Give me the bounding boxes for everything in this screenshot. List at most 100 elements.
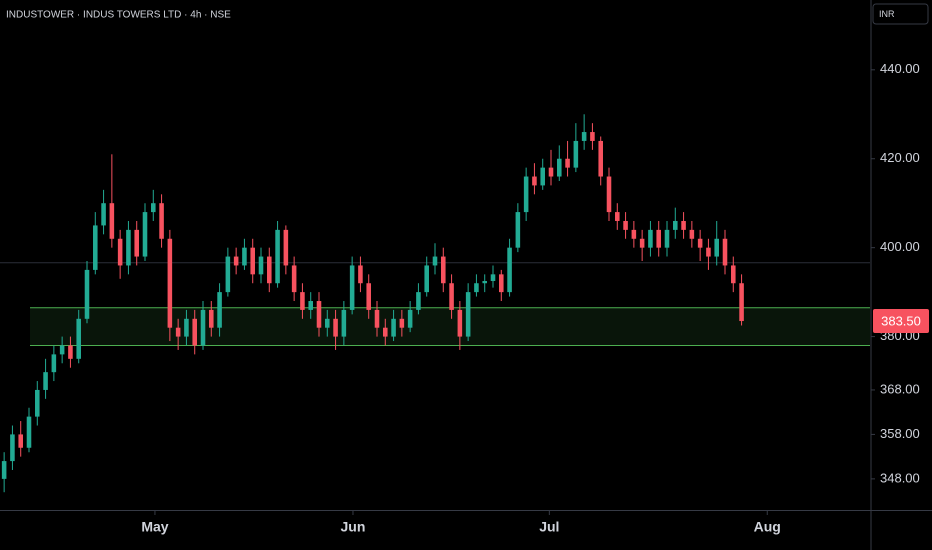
- candle-body: [383, 327, 388, 337]
- candle-body: [557, 158, 562, 177]
- y-tick-label: 400.00: [880, 239, 920, 254]
- last-price-label: 383.50: [881, 313, 921, 328]
- candle-body: [639, 238, 645, 248]
- candle-body: [581, 132, 587, 141]
- candle-body: [474, 283, 479, 293]
- candle-body: [51, 354, 57, 373]
- candle-body: [441, 256, 446, 284]
- x-tick-label: Aug: [754, 519, 781, 535]
- candle-body: [673, 220, 678, 230]
- candle-body: [548, 167, 554, 177]
- candle-body: [465, 292, 471, 337]
- candle-body: [349, 265, 355, 310]
- candle-body: [225, 256, 231, 293]
- candle-body: [416, 292, 421, 310]
- candle-body: [606, 176, 612, 213]
- candle-body: [200, 309, 206, 346]
- candle-body: [84, 269, 90, 319]
- candle-body: [258, 256, 264, 275]
- candle-body: [316, 301, 322, 328]
- candle-body: [598, 140, 603, 177]
- candle-body: [540, 167, 545, 186]
- candle-body: [291, 265, 297, 293]
- candle-body: [184, 318, 189, 337]
- candle-body: [407, 309, 413, 328]
- candle-body: [43, 372, 48, 390]
- candle-body: [134, 229, 139, 257]
- candle-body: [217, 292, 222, 328]
- candle-body: [432, 256, 438, 266]
- y-tick-label: 368.00: [880, 381, 920, 396]
- candle-body: [59, 345, 65, 355]
- candle-body: [76, 318, 81, 359]
- candle-body: [117, 238, 123, 266]
- candle-body: [457, 309, 463, 337]
- candle-body: [333, 318, 338, 337]
- candle-body: [490, 274, 496, 282]
- y-tick-label: 358.00: [880, 426, 920, 441]
- candle-body: [283, 229, 289, 266]
- y-tick-label: 420.00: [880, 150, 920, 165]
- y-tick-label: 348.00: [880, 470, 920, 485]
- candle-body: [233, 256, 239, 266]
- candle-body: [507, 247, 512, 293]
- candle-body: [399, 318, 405, 328]
- candle-body: [1, 461, 7, 479]
- x-tick-label: May: [141, 519, 168, 535]
- candle-body: [341, 309, 347, 337]
- candle-body: [109, 203, 115, 239]
- candle-body: [714, 238, 719, 257]
- candle-body: [681, 220, 686, 230]
- candle-body: [101, 203, 106, 226]
- candle-body: [482, 281, 487, 284]
- candle-body: [250, 247, 255, 275]
- candle-body: [590, 132, 595, 141]
- candle-body: [449, 283, 454, 310]
- candle-body: [523, 176, 529, 213]
- candle-body: [26, 416, 32, 448]
- candle-body: [358, 265, 363, 284]
- candle-body: [151, 203, 156, 213]
- candle-body: [532, 176, 537, 186]
- candle-body: [648, 229, 653, 248]
- candle-body: [275, 229, 280, 284]
- candle-body: [300, 292, 305, 310]
- candle-body: [10, 434, 15, 462]
- candle-body: [424, 265, 429, 293]
- candle-body: [565, 158, 570, 168]
- candle-body: [35, 389, 40, 417]
- candle-body: [175, 327, 181, 337]
- candle-body: [631, 229, 637, 239]
- x-tick-label: Jul: [539, 519, 559, 535]
- support-zone: [30, 307, 870, 346]
- x-tick-label: Jun: [341, 519, 366, 535]
- candle-body: [93, 225, 98, 270]
- candle-body: [697, 238, 703, 248]
- candle-body: [623, 220, 628, 230]
- candle-body: [374, 309, 380, 328]
- candle-body: [209, 309, 214, 328]
- candle-body: [515, 212, 521, 248]
- last-price-box: [873, 309, 929, 334]
- currency: INR: [879, 9, 895, 19]
- candle-body: [689, 229, 695, 239]
- candle-body: [731, 265, 736, 284]
- candle-body: [664, 229, 670, 248]
- currency-box: [872, 3, 929, 25]
- candle-body: [499, 274, 504, 293]
- candle-body: [142, 212, 148, 257]
- candle-body: [706, 247, 711, 257]
- chart-title: INDUSTOWER · INDUS TOWERS LTD · 4h · NSE: [6, 10, 231, 21]
- candle-body: [126, 229, 131, 266]
- candle-body: [18, 434, 23, 448]
- candle-body: [366, 283, 371, 310]
- y-tick-label: 440.00: [880, 61, 920, 76]
- candle-body: [68, 345, 73, 359]
- candle-body: [159, 203, 164, 239]
- candle-body: [573, 140, 579, 168]
- candle-body: [167, 238, 173, 328]
- candle-body: [192, 318, 197, 346]
- candle-body: [308, 301, 313, 310]
